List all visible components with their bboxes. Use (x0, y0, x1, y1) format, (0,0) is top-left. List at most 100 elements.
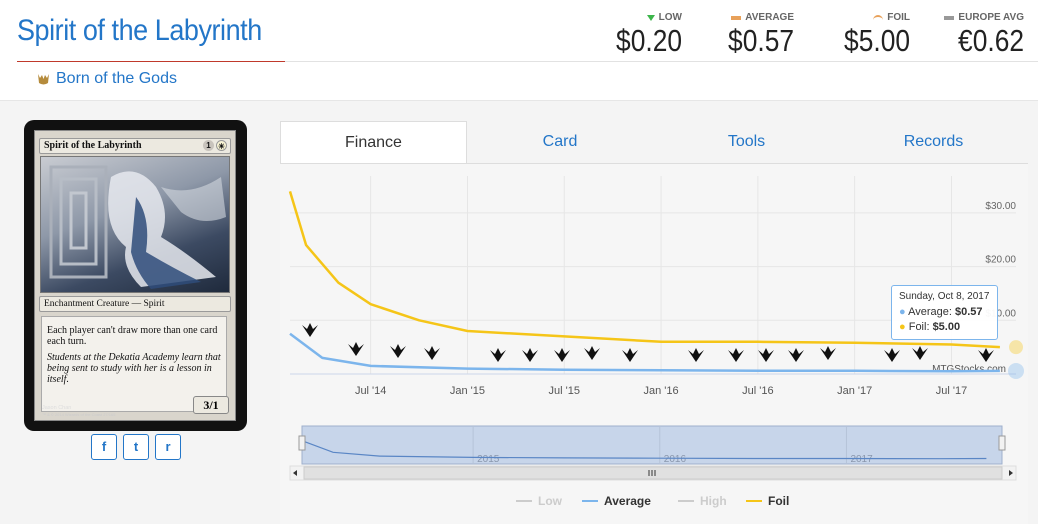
mana-white-icon: ☀ (216, 140, 227, 151)
card-name: Spirit of the Labyrinth (44, 140, 142, 151)
price-europe-value: €0.62 (958, 23, 1024, 58)
x-tick-label: Jan '17 (837, 385, 872, 397)
price-foil-value: $5.00 (844, 23, 910, 58)
set-symbol-icon (348, 342, 364, 356)
title-underline (17, 61, 285, 62)
price-low: LOW $0.20 (592, 12, 682, 58)
legend-average[interactable]: Average (582, 494, 651, 508)
set-name: Born of the Gods (56, 70, 177, 87)
twitter-share-button[interactable]: t (123, 434, 149, 460)
navigator-handle[interactable] (298, 435, 306, 451)
tab-bar: Finance Card Tools Records (280, 121, 1028, 163)
arc-icon (873, 15, 884, 20)
hover-marker-average (1008, 362, 1024, 379)
set-symbol-icon (522, 348, 538, 362)
navigator-label: 2016 (664, 454, 687, 465)
x-tick-label: Jan '15 (450, 385, 485, 397)
reddit-icon: r (165, 439, 171, 454)
y-tick-label: $30.00 (985, 201, 1016, 212)
x-tick-label: Jul '15 (549, 385, 580, 397)
dash-icon (731, 15, 742, 20)
y-tick-label: $20.00 (985, 255, 1016, 266)
set-symbol-icon (884, 348, 900, 362)
set-symbol-icon (820, 346, 836, 360)
set-symbol-icon (788, 348, 804, 362)
price-foil: FOIL $5.00 (820, 12, 910, 58)
card-power-toughness: 3/1 (193, 396, 229, 414)
card-copyright: ™ & © 2014 Wizards of the Coast 27/165 (42, 412, 116, 417)
chart-tooltip: Sunday, Oct 8, 2017 ● Average: $0.57 ● F… (891, 285, 998, 340)
card-rules-text: Each player can't draw more than one car… (47, 325, 218, 347)
card-artwork (40, 156, 230, 293)
series-line-foil (288, 191, 1000, 349)
chart-legend: Low Average High Foil (280, 494, 1028, 514)
mana-cost: 1 ☀ (203, 140, 227, 151)
x-tick-label: Jul '14 (355, 385, 386, 397)
x-tick-label: Jul '17 (936, 385, 967, 397)
tooltip-foil-value: $5.00 (932, 321, 961, 333)
price-low-value: $0.20 (616, 23, 682, 58)
card-artist: Jason Chan (42, 405, 72, 411)
tab-card[interactable]: Card (542, 133, 578, 150)
price-europe: EUROPE AVG €0.62 (934, 12, 1024, 58)
card-type-line: Enchantment Creature — Spirit (39, 296, 231, 312)
scroll-left-icon[interactable] (293, 470, 297, 476)
tooltip-foil-label: Foil: (908, 321, 930, 333)
navigator-series (301, 440, 987, 460)
page-title: Spirit of the Labyrinth (17, 14, 262, 47)
x-tick-label: Jan '16 (643, 385, 678, 397)
tooltip-date: Sunday, Oct 8, 2017 (899, 291, 990, 302)
arrow-down-icon (646, 14, 655, 21)
navigator-handle[interactable] (998, 435, 1006, 451)
y-tick-label: $10.00 (985, 308, 1016, 319)
tab-finance[interactable]: Finance (280, 121, 467, 163)
price-chart-svg: Jul '14 Jan '15 Jul '15 Jan '16 Jul '16 Jan '… (288, 176, 1024, 481)
legend-foil[interactable]: Foil (746, 494, 789, 508)
chart-credit: MTGStocks.com (932, 364, 1006, 375)
hover-marker-foil (1009, 340, 1023, 355)
price-average-label: AVERAGE (745, 12, 794, 23)
legend-high[interactable]: High (678, 494, 727, 508)
set-symbol-icon (728, 348, 744, 362)
x-tick-label: Jul '16 (742, 385, 773, 397)
reddit-share-button[interactable]: r (155, 434, 181, 460)
set-symbol-icon (490, 348, 506, 362)
price-low-label: LOW (658, 12, 682, 23)
legend-average-label: Average (604, 494, 651, 508)
set-symbol-icon (758, 348, 774, 362)
tooltip-average-value: $0.57 (955, 306, 983, 318)
set-symbol-icon (554, 348, 570, 362)
dash-icon (944, 15, 955, 20)
mana-generic-icon: 1 (203, 140, 214, 151)
scroll-right-icon[interactable] (1009, 470, 1013, 476)
set-symbol-icon (622, 348, 638, 362)
tab-records[interactable]: Records (903, 133, 964, 150)
facebook-share-button[interactable]: f (91, 434, 117, 460)
set-symbol-icon (912, 346, 928, 360)
navigator-label: 2015 (477, 454, 500, 465)
tab-tools[interactable]: Tools (727, 133, 766, 150)
price-chart[interactable]: Jul '14 Jan '15 Jul '15 Jan '16 Jul '16 Jan '… (280, 163, 1028, 524)
series-line-average (289, 332, 1000, 373)
price-europe-label: EUROPE AVG (958, 12, 1024, 23)
legend-high-label: High (700, 494, 727, 508)
price-summary: LOW $0.20 AVERAGE $0.57 FOIL $5.00 EUROP… (600, 12, 1038, 60)
set-symbol-icon (302, 323, 318, 337)
set-symbol-icon (390, 344, 406, 358)
navigator-label: 2017 (850, 454, 873, 465)
set-symbol-icon (978, 348, 994, 362)
set-link[interactable]: Born of the Gods (37, 70, 177, 88)
tooltip-average-label: Average: (908, 306, 952, 318)
header-divider (285, 61, 1038, 62)
card-flavor-text: Students at the Dekatia Academy learn th… (47, 352, 221, 385)
legend-low-label: Low (538, 494, 562, 508)
set-symbol-icon (688, 348, 704, 362)
legend-foil-label: Foil (768, 494, 790, 508)
set-symbol-icon (38, 74, 49, 85)
legend-low[interactable]: Low (516, 494, 562, 508)
set-symbol-icon (424, 346, 440, 360)
price-foil-label: FOIL (887, 12, 910, 23)
card-art-illustration (49, 165, 226, 289)
scrollbar-thumb[interactable] (303, 466, 1003, 480)
facebook-icon: f (101, 439, 107, 454)
